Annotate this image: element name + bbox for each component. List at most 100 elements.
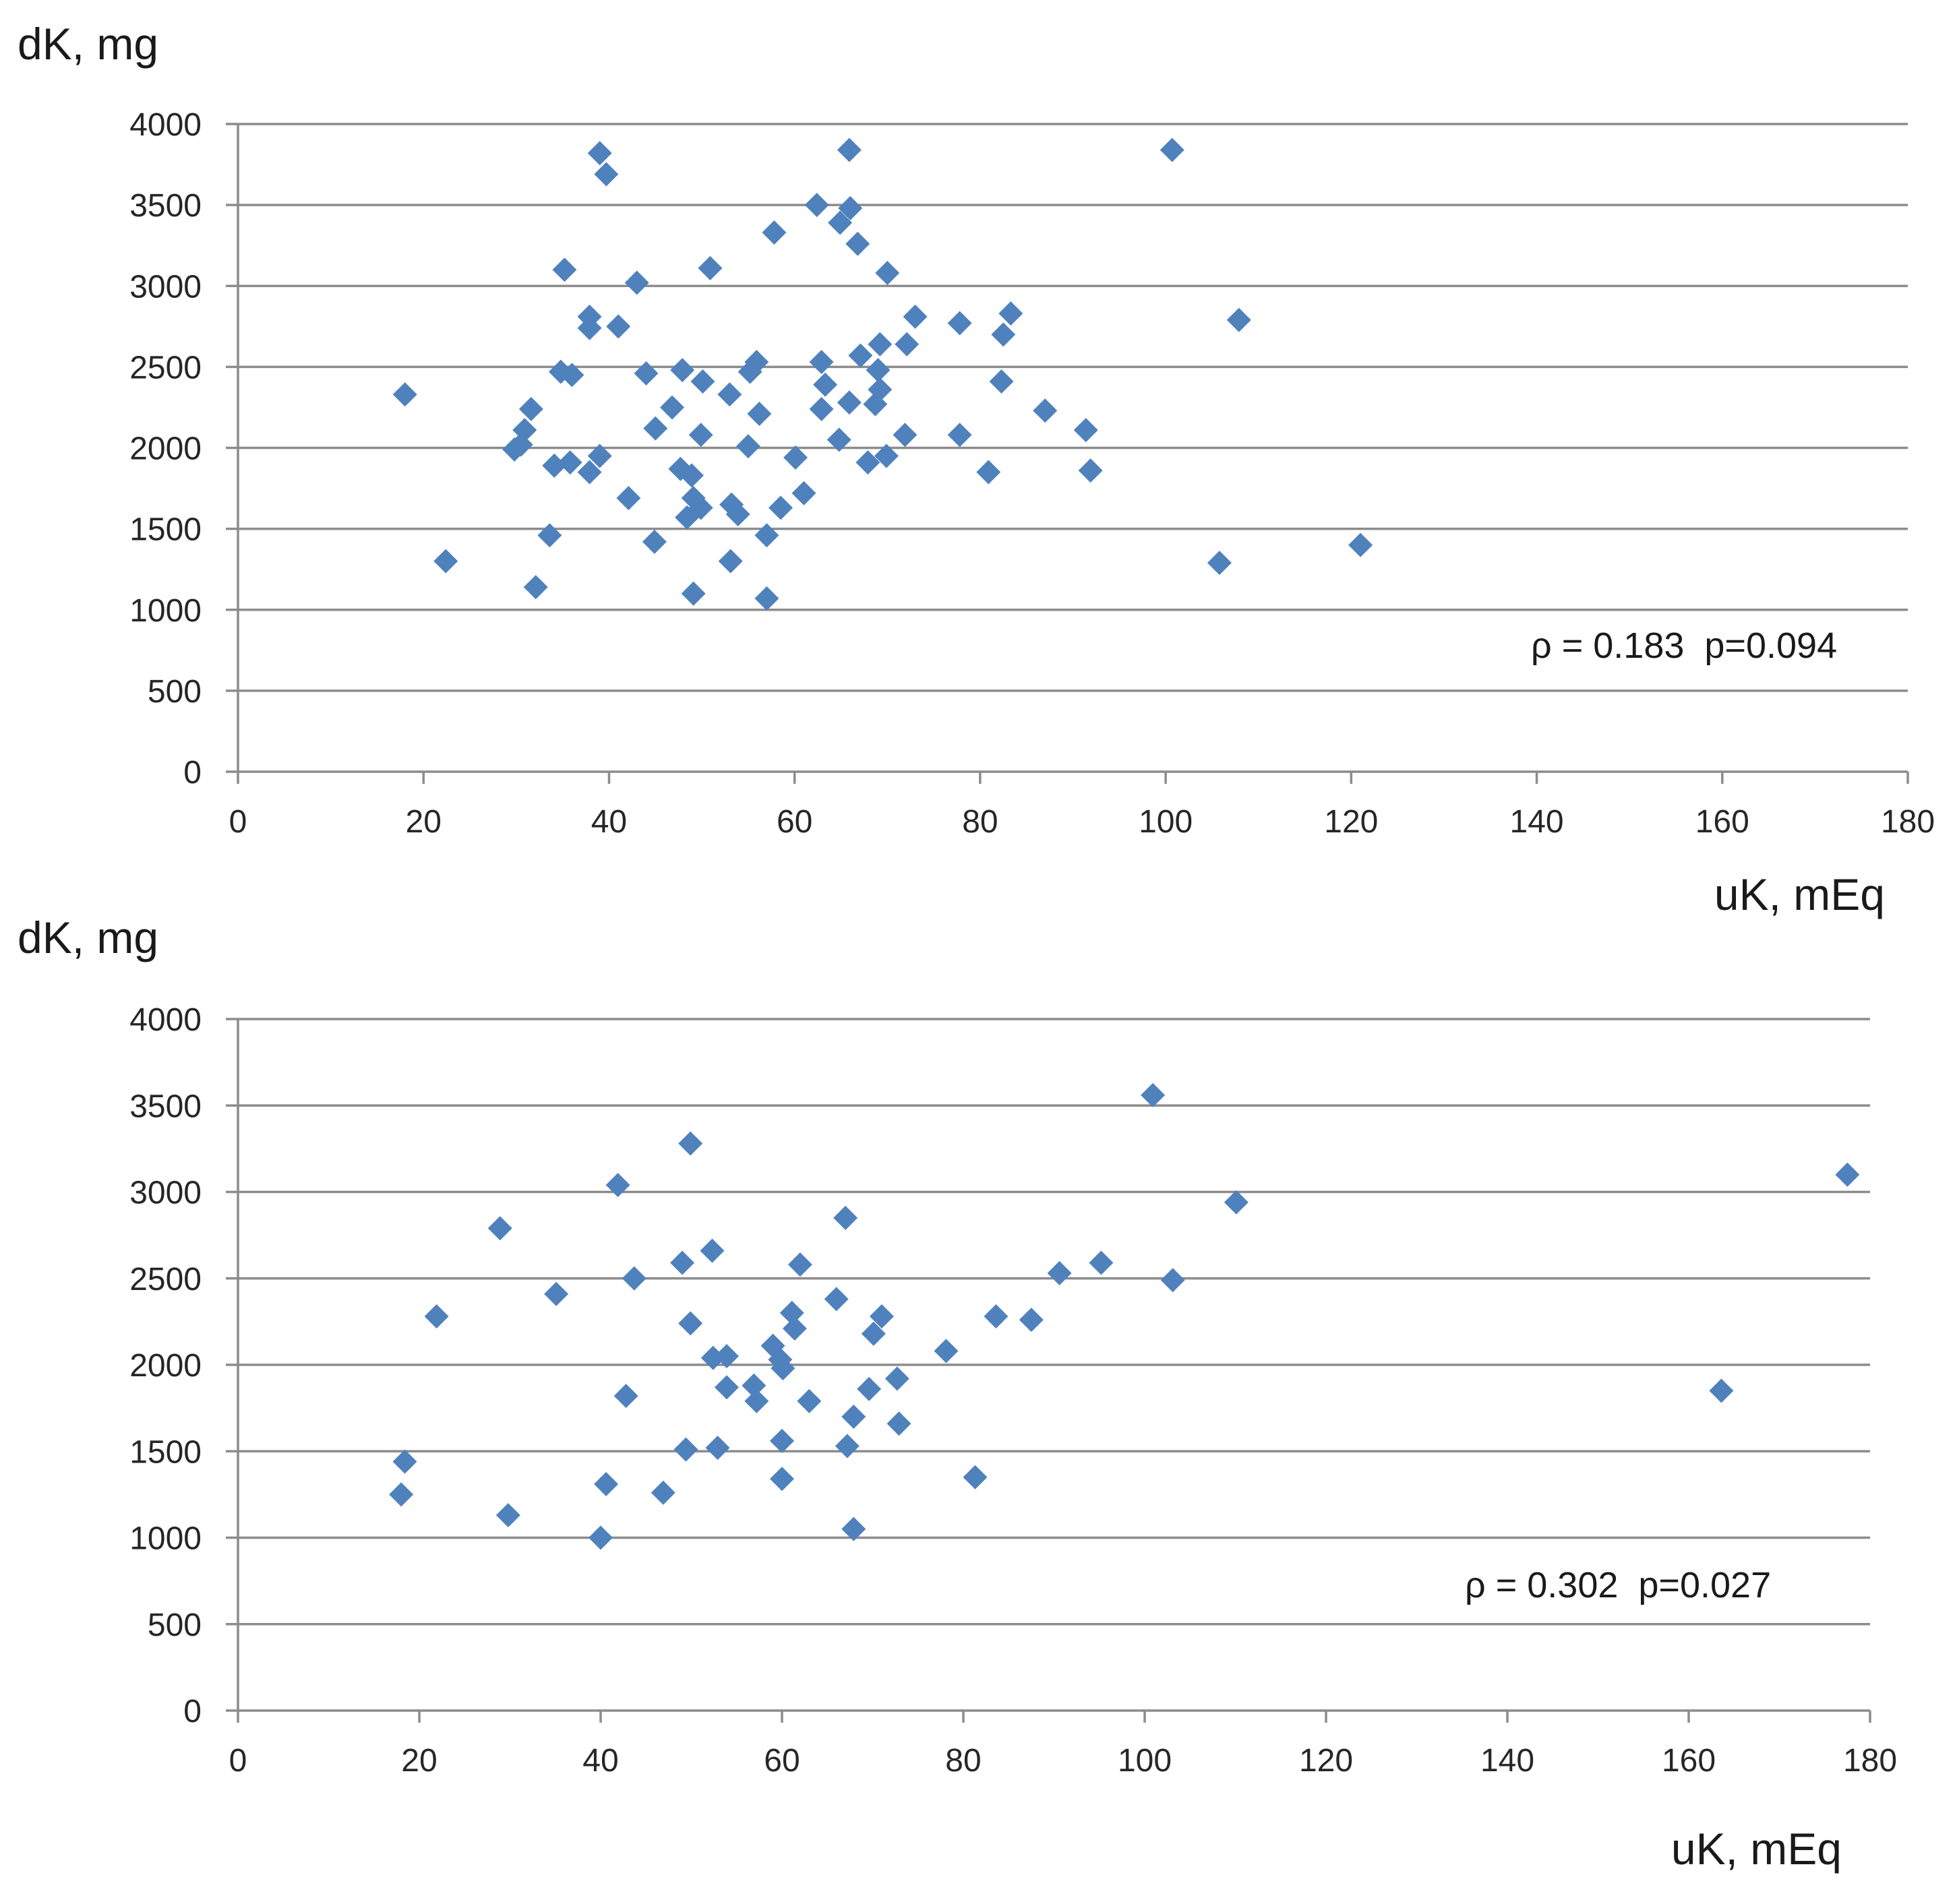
x-tick-label: 20 (406, 804, 442, 840)
data-point (642, 529, 667, 554)
data-point (783, 445, 808, 470)
data-point (594, 1471, 619, 1496)
data-point (605, 1173, 630, 1198)
y-tick-label: 500 (148, 674, 202, 710)
data-point (487, 1216, 512, 1241)
data-point (690, 369, 715, 394)
x-axis-title: uK, mEq (1714, 869, 1885, 919)
y-tick-label: 1000 (129, 1521, 202, 1557)
x-tick-label: 140 (1480, 1743, 1534, 1779)
x-tick-label: 40 (582, 1743, 618, 1779)
x-tick-label: 160 (1662, 1743, 1716, 1779)
x-tick-label: 80 (962, 804, 998, 840)
x-tick-label: 120 (1324, 804, 1378, 840)
data-point (670, 1250, 695, 1275)
data-point (502, 437, 527, 462)
x-tick-label: 100 (1118, 1743, 1172, 1779)
data-point (1089, 1250, 1114, 1275)
data-point (884, 1366, 909, 1391)
data-point (433, 549, 458, 574)
data-point (392, 382, 417, 407)
data-point (670, 358, 695, 383)
data-point (947, 311, 972, 336)
data-point (542, 453, 567, 478)
data-point (782, 1316, 807, 1341)
data-point (1019, 1308, 1044, 1332)
correlation-annotation: ρ = 0.302 p=0.027 (1465, 1565, 1771, 1605)
data-point (984, 1304, 1009, 1329)
chart-bottom: dK, mg 050010001500200025003000350040000… (18, 913, 1897, 1874)
data-point (681, 581, 706, 606)
data-point (613, 1384, 638, 1409)
data-point (747, 402, 772, 427)
data-point (735, 434, 760, 459)
x-tick-label: 60 (764, 1743, 800, 1779)
x-tick-label: 140 (1510, 804, 1564, 840)
x-tick-label: 0 (229, 1743, 247, 1779)
data-point (998, 301, 1023, 326)
data-point (769, 495, 793, 520)
y-tick-label: 3000 (129, 1175, 202, 1211)
data-point (848, 343, 873, 368)
data-point (869, 1304, 894, 1329)
data-point (991, 322, 1016, 347)
y-tick-label: 3000 (129, 269, 202, 305)
data-point (1047, 1261, 1072, 1286)
x-tick-label: 160 (1695, 804, 1749, 840)
data-point (714, 1344, 739, 1369)
data-point (1226, 307, 1251, 332)
data-point (934, 1339, 959, 1363)
data-point (744, 350, 769, 375)
x-tick-label: 40 (591, 804, 627, 840)
data-point (1207, 551, 1232, 576)
data-point (868, 377, 893, 402)
y-tick-label: 3500 (129, 1088, 202, 1124)
x-tick-label: 20 (401, 1743, 437, 1779)
data-point (866, 358, 891, 383)
data-point (1141, 1082, 1166, 1107)
data-point (587, 443, 612, 468)
data-point (813, 372, 838, 397)
data-point (804, 193, 829, 218)
data-point (518, 396, 543, 421)
data-point (770, 1467, 794, 1492)
data-point (837, 390, 862, 415)
data-point (791, 481, 816, 505)
data-point (1033, 398, 1058, 423)
data-point (552, 257, 577, 282)
data-point (643, 416, 668, 441)
y-tick-label: 2000 (129, 431, 202, 467)
data-point (963, 1465, 988, 1490)
data-point (895, 332, 920, 357)
data-point (1709, 1378, 1734, 1403)
data-point (594, 162, 619, 187)
data-point (1224, 1190, 1249, 1215)
data-point (779, 1301, 804, 1326)
data-point (809, 350, 834, 375)
x-axis-title: uK, mEq (1671, 1824, 1842, 1874)
y-tick-label: 4000 (129, 107, 202, 143)
data-point (868, 332, 893, 357)
data-point (587, 141, 612, 166)
data-point (660, 395, 685, 420)
data-point (809, 396, 834, 421)
data-point (389, 1482, 414, 1507)
data-point (589, 1525, 613, 1550)
data-point (903, 304, 928, 329)
data-point (841, 1404, 866, 1429)
y-tick-label: 4000 (129, 1002, 202, 1038)
data-point (762, 220, 787, 245)
data-point (833, 1205, 858, 1230)
y-axis-title: dK, mg (18, 913, 158, 962)
y-tick-label: 2500 (129, 350, 202, 386)
data-point (714, 1375, 739, 1400)
data-point (558, 450, 582, 475)
data-point (874, 443, 899, 468)
data-point (634, 361, 659, 386)
data-point (754, 523, 779, 548)
data-point (718, 549, 743, 574)
data-point (700, 1238, 725, 1263)
x-tick-label: 80 (945, 1743, 981, 1779)
data-point (392, 1449, 417, 1474)
